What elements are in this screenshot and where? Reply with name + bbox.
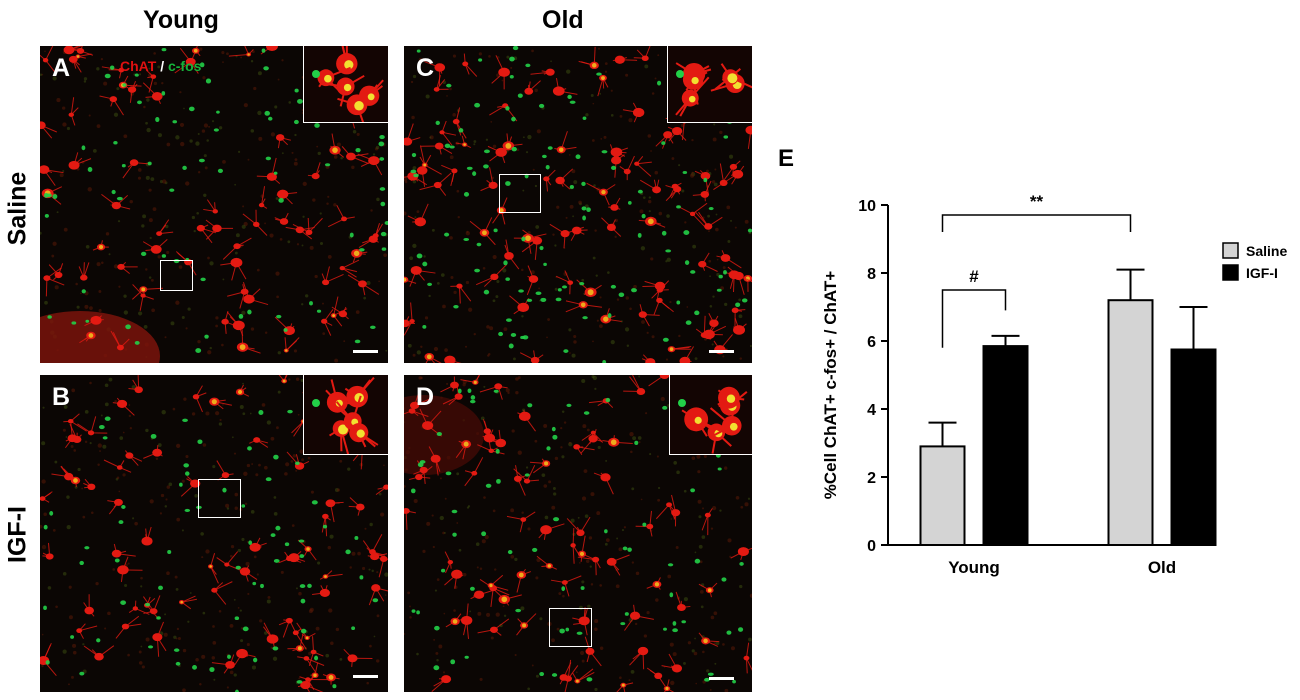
legend-swatch-saline: [1223, 243, 1238, 258]
bar-saline-young: [921, 446, 965, 545]
significance-double-star-bracket: [943, 215, 1131, 232]
bar-chart-e: E 0 2 4 6 8 10 %Cell ChAT+ c-fos+ / ChAT+ Young O…: [770, 130, 1300, 695]
y-tick-label: 0: [867, 538, 876, 555]
significance-hash-bracket: [943, 290, 1006, 348]
micrograph-panel-a: A ChAT / c-fos: [40, 46, 388, 363]
legend-label-igf-i: IGF-I: [1246, 265, 1278, 281]
micrograph-panel-c: C: [404, 46, 752, 363]
zoom-inset: [667, 46, 752, 123]
cfos-legend: c-fos: [168, 58, 201, 74]
selection-box: [549, 608, 592, 647]
panel-label: D: [416, 383, 434, 412]
chart-svg: E 0 2 4 6 8 10 %Cell ChAT+ c-fos+ / ChAT+ Young O…: [770, 130, 1300, 695]
chart-panel-label: E: [778, 145, 794, 172]
zoom-inset: [669, 375, 752, 455]
y-tick-label: 6: [867, 334, 876, 351]
y-tick-label: 10: [858, 198, 876, 215]
selection-box: [499, 174, 541, 213]
chat-legend: ChAT: [120, 58, 156, 74]
significance-double-star-label: **: [1030, 192, 1044, 211]
zoom-inset: [303, 375, 388, 455]
x-tick-label-old: Old: [1148, 558, 1176, 577]
legend-label-saline: Saline: [1246, 243, 1287, 259]
panel-label: A: [52, 54, 70, 83]
row-title-saline: Saline: [4, 169, 33, 249]
significance-hash-label: #: [969, 267, 979, 286]
panel-label: B: [52, 383, 70, 412]
legend-swatch-igf-i: [1223, 265, 1238, 280]
x-tick-label-young: Young: [948, 558, 1000, 577]
scale-bar: [353, 675, 378, 678]
scale-bar: [709, 677, 734, 680]
y-tick-label: 8: [867, 266, 876, 283]
stain-legend: ChAT / c-fos: [120, 58, 201, 74]
bar-igf-i-old: [1172, 350, 1216, 546]
y-tick-label: 4: [867, 402, 876, 419]
scale-bar: [709, 350, 734, 353]
micrograph-panel-b: B: [40, 375, 388, 692]
y-tick-label: 2: [867, 470, 876, 487]
selection-box: [198, 479, 241, 518]
scale-bar: [353, 350, 378, 353]
zoom-inset: [303, 46, 388, 123]
column-title-old: Old: [542, 6, 584, 35]
bar-igf-i-young: [984, 346, 1028, 545]
bar-saline-old: [1109, 300, 1153, 545]
y-axis-label: %Cell ChAT+ c-fos+ / ChAT+: [821, 271, 840, 500]
column-title-young: Young: [143, 6, 219, 35]
row-title-igf: IGF-I: [4, 497, 33, 573]
panel-label: C: [416, 54, 434, 83]
legend-separator: /: [160, 58, 164, 74]
selection-box: [160, 260, 193, 291]
micrograph-panel-d: D: [404, 375, 752, 692]
